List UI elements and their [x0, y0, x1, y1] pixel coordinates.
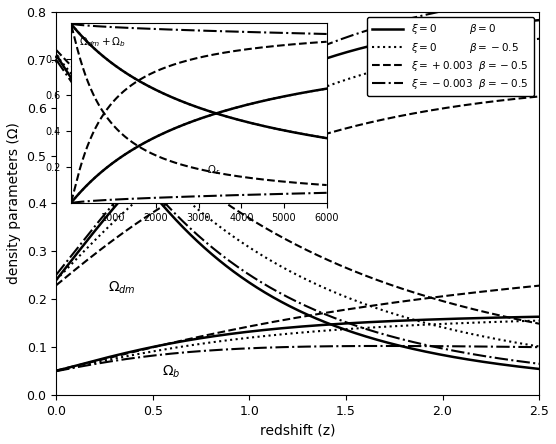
X-axis label: redshift (z): redshift (z)	[260, 423, 335, 437]
Text: $\Omega_{dm}$: $\Omega_{dm}$	[108, 280, 136, 296]
Y-axis label: density parameters (Ω): density parameters (Ω)	[7, 123, 21, 284]
Text: $\Omega_\phi$: $\Omega_\phi$	[108, 79, 127, 97]
Legend: $\xi = 0$          $\beta = 0$, $\xi = 0$          $\beta = -0.5$, $\xi = +0.003: $\xi = 0$ $\beta = 0$, $\xi = 0$ $\beta …	[366, 17, 534, 96]
Text: $\Omega_b$: $\Omega_b$	[162, 364, 181, 380]
